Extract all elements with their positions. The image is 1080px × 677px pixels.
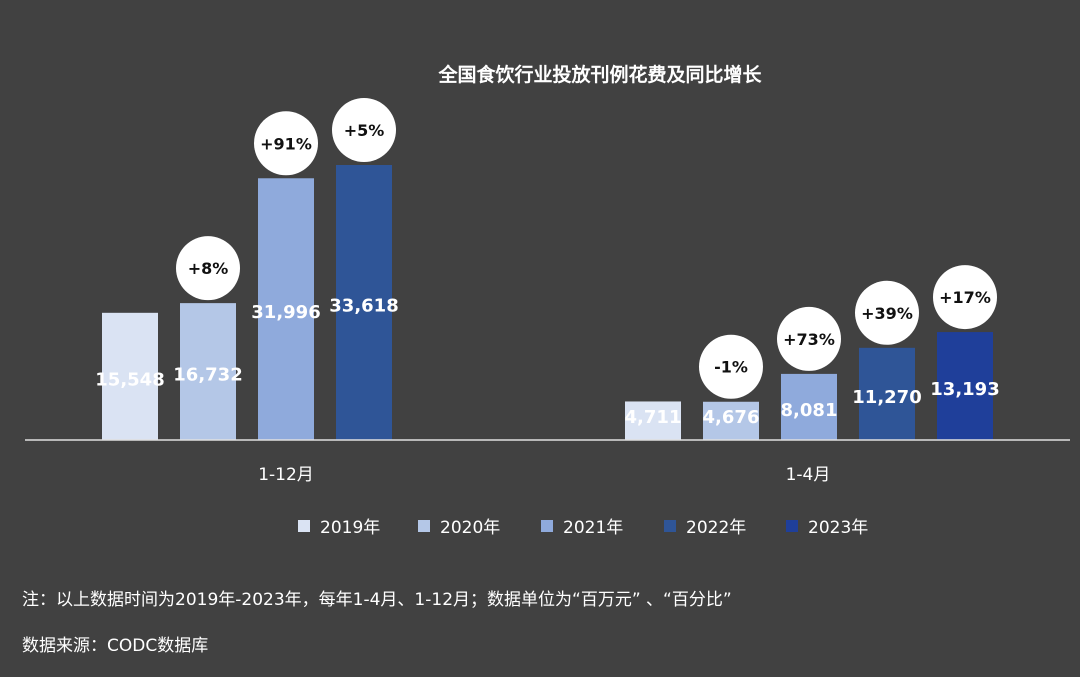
data-label: 13,193 [930, 379, 999, 400]
data-label: 15,548 [95, 369, 164, 390]
growth-bubble [777, 306, 841, 371]
bar-2019年-1-12月 [102, 312, 158, 440]
growth-bubble [176, 236, 240, 301]
x-tick-label: 1-4月 [786, 465, 831, 485]
growth-bubble [855, 280, 919, 345]
data-label: 4,711 [625, 407, 682, 428]
bar-2023年-1-4月 [937, 332, 993, 440]
growth-label: +8% [188, 259, 229, 278]
growth-label: +91% [260, 134, 312, 153]
data-source: 数据来源：CODC数据库 [22, 636, 209, 656]
bar-2019年-1-4月 [625, 401, 681, 440]
legend-swatch-2021年 [541, 520, 553, 532]
growth-label: +5% [344, 121, 385, 140]
data-label: 33,618 [329, 296, 398, 317]
legend-swatch-2023年 [786, 520, 798, 532]
legend-swatch-2019年 [298, 520, 310, 532]
legend-label-2021年: 2021年 [563, 518, 623, 538]
bar-2022年-1-4月 [859, 347, 915, 440]
x-tick-label: 1-12月 [258, 465, 314, 485]
growth-bubble [933, 265, 997, 330]
growth-bubble [699, 334, 763, 399]
growth-label: +17% [939, 288, 991, 307]
growth-label: +39% [861, 304, 913, 323]
chart-title: 全国食饮行业投放刊例花费及同比增长 [437, 63, 762, 86]
growth-bubble [332, 98, 396, 162]
growth-label: -1% [714, 358, 748, 377]
legend-swatch-2020年 [418, 520, 430, 532]
data-label: 4,676 [703, 407, 760, 428]
bar-2021年-1-4月 [781, 373, 837, 440]
legend-label-2023年: 2023年 [808, 518, 868, 538]
legend-label-2019年: 2019年 [320, 518, 380, 538]
data-label: 11,270 [852, 387, 921, 408]
footnote: 注：以上数据时间为2019年-2023年，每年1-4月、1-12月；数据单位为“… [22, 590, 732, 610]
legend-label-2022年: 2022年 [686, 518, 746, 538]
bar-2021年-1-12月 [258, 178, 314, 440]
legend-swatch-2022年 [664, 520, 676, 532]
bar-2020年-1-4月 [703, 401, 759, 440]
data-label: 31,996 [251, 302, 320, 323]
data-label: 8,081 [781, 400, 838, 421]
growth-label: +73% [783, 330, 835, 349]
data-label: 16,732 [173, 365, 242, 386]
legend-label-2020年: 2020年 [440, 518, 500, 538]
bar-2020年-1-12月 [180, 303, 236, 440]
bar-2022年-1-12月 [336, 165, 392, 440]
growth-bubble [254, 111, 318, 176]
